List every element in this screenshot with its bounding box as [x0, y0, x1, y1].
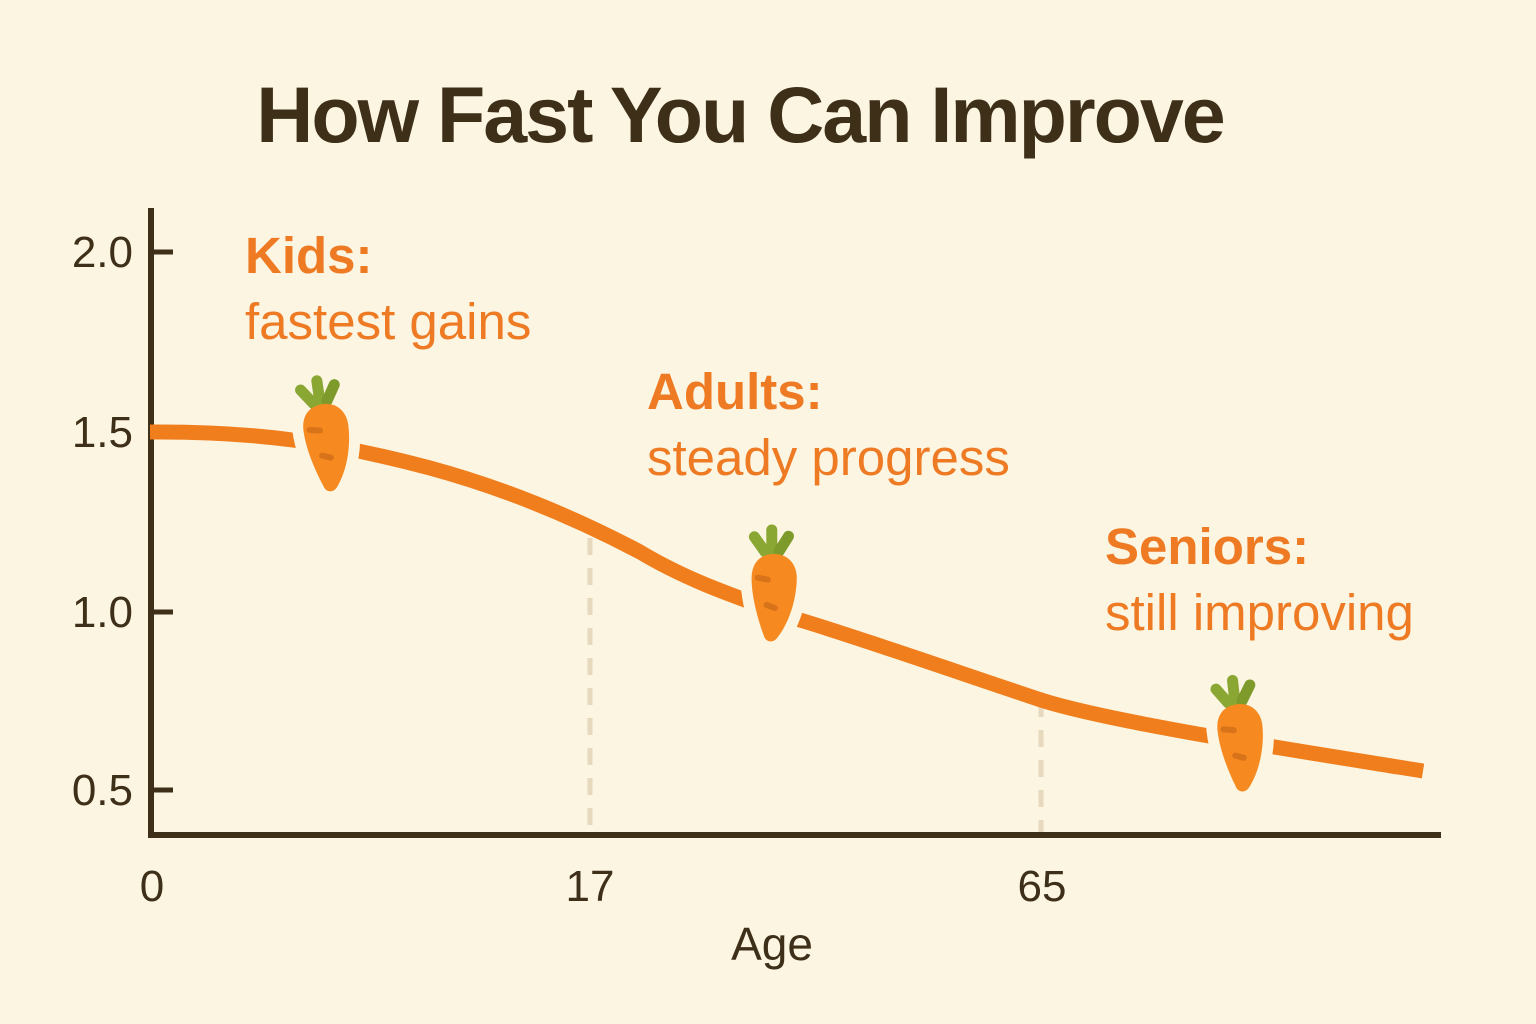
x-tick-label-17: 17 [566, 862, 615, 911]
annotation-kids-heading: Kids: [245, 227, 373, 284]
annotation-adults: Adults: steady progress [647, 363, 1010, 486]
annotation-adults-subtext: steady progress [647, 429, 1010, 486]
x-tick-label-65: 65 [1018, 862, 1067, 911]
y-tick-label-2.0: 2.0 [72, 228, 133, 277]
y-tick-label-0.5: 0.5 [72, 766, 133, 815]
x-axis-title: Age [731, 918, 813, 970]
carrot-icon [292, 376, 363, 495]
improvement-curve [149, 424, 1425, 779]
carrot-icon [746, 528, 803, 643]
annotation-kids: Kids: fastest gains [245, 227, 531, 350]
y-tick-label-1.5: 1.5 [72, 408, 133, 457]
annotation-adults-heading: Adults: [647, 363, 823, 420]
annotation-seniors-heading: Seniors: [1105, 518, 1309, 575]
y-tick-label-1.0: 1.0 [72, 588, 133, 637]
x-tick-label-0: 0 [140, 862, 164, 911]
annotation-seniors-subtext: still improving [1105, 584, 1414, 641]
annotation-seniors: Seniors: still improving [1105, 518, 1414, 641]
chart-title: How Fast You Can Improve [256, 70, 1224, 159]
annotation-kids-subtext: fastest gains [245, 293, 531, 350]
carrot-icon [1207, 676, 1275, 794]
